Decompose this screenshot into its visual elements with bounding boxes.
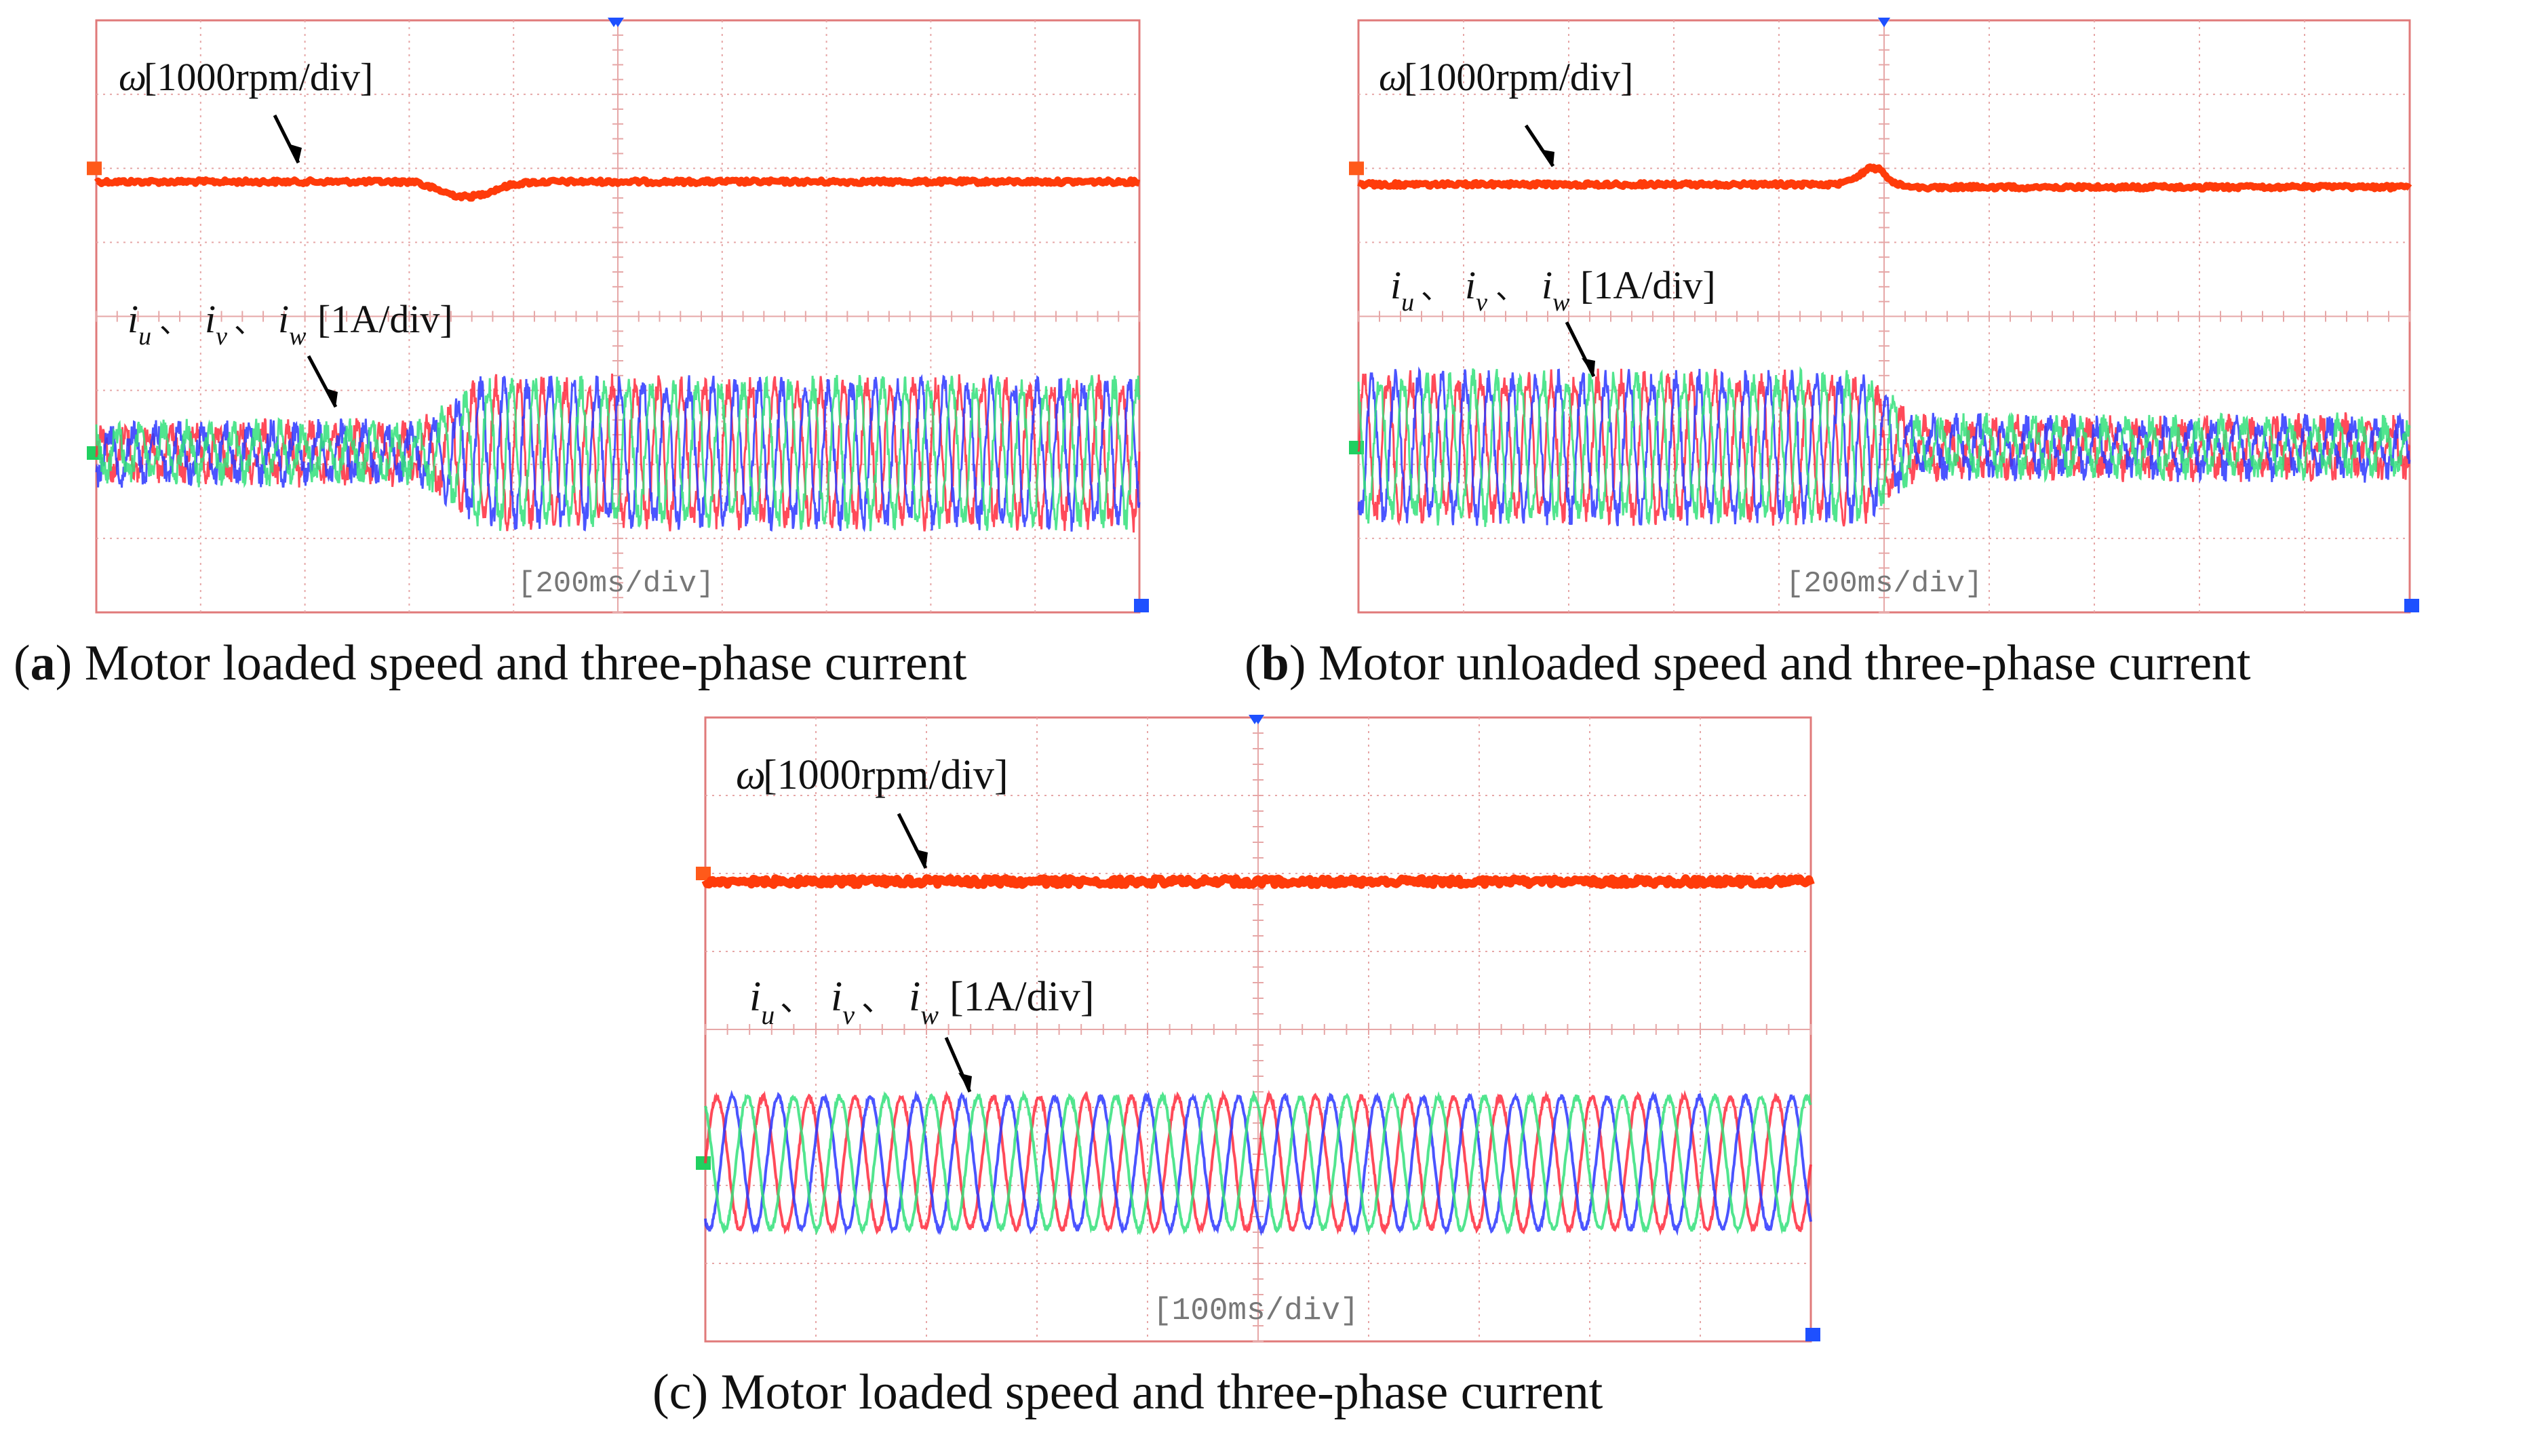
panel-b-current-label-group: iu 、 iv 、 iw [1A/div] — [1390, 263, 1716, 317]
panel-a-i-u: iu — [128, 297, 151, 351]
panel-a-current-w — [95, 374, 1141, 532]
panel-a-speed-trace — [94, 176, 1141, 202]
panel-a-current-v — [95, 374, 1141, 532]
panel-c-sep-2: 、 — [861, 982, 894, 1018]
panel-b-current-v — [1357, 366, 2411, 527]
panel-c-current-w — [704, 1090, 1812, 1236]
caption-c: (c) Motor loaded speed and three-phase c… — [652, 1364, 1603, 1420]
panel-b-i-w: iw — [1542, 263, 1570, 317]
panel-b-current-arrowhead — [1582, 358, 1595, 376]
panel-c-current-u — [704, 1090, 1812, 1236]
panel-a-i-v: iv — [205, 297, 227, 351]
panel-a-time-scale: [200ms/div] — [517, 567, 714, 601]
panel-b-i-u: iu — [1390, 263, 1414, 317]
caption-a: (a) Motor loaded speed and three-phase c… — [14, 635, 967, 691]
panel-c-current-v — [704, 1090, 1812, 1236]
panel-c-end-marker — [1805, 1328, 1820, 1341]
panel-a-speed-label: [1000rpm/div] — [144, 55, 373, 99]
panel-c-annotations: ω [1000rpm/div] iu 、 iv 、 iw [1A/div] [1… — [736, 752, 1359, 1329]
panel-a-sep-1: 、 — [159, 306, 189, 339]
panel-b: ω [1000rpm/div] iu 、 iv 、 iw [1A/div] [2… — [1349, 18, 2419, 614]
panel-c-center-marker — [1252, 715, 1264, 724]
panel-a-speed-arrowhead — [288, 144, 302, 163]
panel-a-current-label: [1A/div] — [317, 297, 453, 341]
panel-b-end-marker — [2404, 599, 2419, 612]
panel-c-sep-1: 、 — [780, 982, 813, 1018]
panel-a-current-label-group: iu 、 iv 、 iw [1A/div] — [128, 297, 453, 351]
caption-b: (b) Motor unloaded speed and three-phase… — [1245, 635, 2251, 691]
panel-a-center-marker — [612, 18, 624, 27]
panel-c-ch4-marker — [696, 867, 711, 880]
panel-c: ω [1000rpm/div] iu 、 iv 、 iw [1A/div] [1… — [696, 715, 1820, 1343]
panel-b-i-v: iv — [1465, 263, 1487, 317]
panel-b-sep-1: 、 — [1421, 272, 1451, 305]
panel-c-speed-label: [1000rpm/div] — [763, 752, 1009, 798]
panel-a-traces — [94, 176, 1141, 533]
panel-c-omega-symbol: ω — [736, 752, 766, 798]
panel-c-speed-trace — [701, 874, 1815, 889]
panel-a-annotations: ω [1000rpm/div] iu 、 iv 、 iw [1A/div] [2… — [119, 55, 714, 601]
panel-c-speed-arrowhead — [914, 849, 928, 868]
panel-b-grid — [1349, 18, 2419, 614]
panel-a-omega-symbol: ω — [119, 55, 146, 99]
panel-c-i-w: iw — [909, 974, 939, 1030]
panel-c-current-label-group: iu 、 iv 、 iw [1A/div] — [749, 974, 1095, 1030]
panel-b-traces — [1356, 163, 2412, 528]
panel-c-i-v: iv — [831, 974, 855, 1030]
panel-a-end-marker — [1134, 599, 1149, 612]
panel-a: ω [1000rpm/div] iu 、 iv 、 iw [1A/div] [2… — [87, 18, 1149, 614]
panel-c-current-label: [1A/div] — [950, 974, 1095, 1020]
panel-a-sep-2: 、 — [234, 306, 264, 339]
panel-b-current-w — [1357, 366, 2411, 528]
panel-b-time-scale: [200ms/div] — [1786, 567, 1982, 601]
panel-a-ch4-marker — [87, 161, 102, 176]
panel-b-speed-label: [1000rpm/div] — [1404, 55, 1633, 99]
panel-b-ch4-marker — [1349, 161, 1364, 176]
panel-b-center-marker — [1878, 18, 1890, 27]
panel-c-grid — [696, 715, 1820, 1343]
panel-b-annotations: ω [1000rpm/div] iu 、 iv 、 iw [1A/div] [2… — [1379, 55, 1982, 601]
panel-c-i-u: iu — [749, 974, 775, 1030]
panel-b-speed-trace — [1356, 163, 2412, 193]
panel-a-current-arrowhead — [324, 388, 338, 407]
panel-c-current-arrowhead — [958, 1073, 972, 1092]
panel-a-i-w: iw — [278, 297, 307, 351]
panel-b-speed-arrowhead — [1540, 149, 1554, 166]
panel-b-sep-2: 、 — [1495, 272, 1525, 305]
panel-b-omega-symbol: ω — [1379, 55, 1407, 99]
panel-b-current-u — [1357, 368, 2410, 527]
panel-c-traces — [701, 874, 1815, 1236]
panel-c-time-scale: [100ms/div] — [1153, 1293, 1359, 1329]
panel-b-current-label: [1A/div] — [1580, 263, 1716, 307]
panel-c-ch3-marker — [696, 1156, 711, 1170]
